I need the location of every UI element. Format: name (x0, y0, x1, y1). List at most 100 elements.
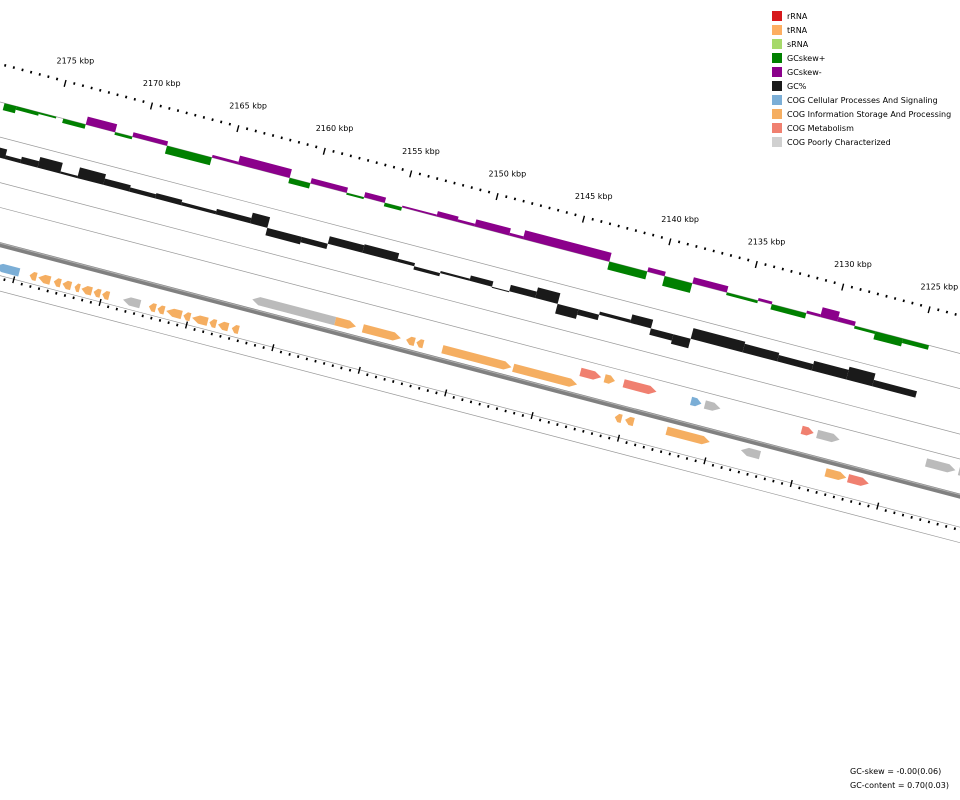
minor-tick (806, 488, 810, 492)
minor-tick (289, 138, 292, 142)
gc-content-bar (4, 155, 22, 164)
minor-tick (772, 479, 775, 483)
minor-tick (902, 299, 905, 303)
minor-tick (219, 334, 222, 338)
gene-arrow-reverse (166, 308, 183, 320)
gene-arrow-reverse (157, 305, 166, 315)
legend-item: COG Metabolism (772, 121, 958, 135)
minor-tick (652, 233, 655, 237)
minor-tick (132, 312, 136, 316)
legend-label: COG Information Storage And Processing (787, 109, 952, 119)
minor-tick (37, 287, 41, 291)
legend-swatch (772, 109, 782, 119)
minor-tick (142, 100, 145, 104)
gc-skew-minus-bar (509, 232, 524, 239)
minor-tick (521, 414, 525, 417)
minor-tick (599, 434, 602, 438)
gc-skew-plus-bar (662, 276, 693, 293)
minor-tick (29, 70, 33, 74)
minor-tick (720, 466, 723, 470)
gc-content-bar (469, 275, 494, 287)
major-tick (530, 412, 534, 420)
minor-tick (81, 298, 84, 302)
minor-tick (461, 398, 464, 402)
minor-tick (29, 285, 32, 288)
gene-arrow-forward (925, 458, 956, 473)
legend-label: COG Poorly Characterized (787, 137, 891, 147)
major-tick (63, 79, 67, 87)
minor-tick (124, 95, 128, 99)
genome-backbone (0, 242, 960, 499)
minor-tick (651, 447, 654, 451)
minor-tick (392, 165, 396, 169)
minor-tick (548, 206, 551, 210)
gc-skew-minus-bar (820, 307, 840, 322)
gene-arrow-forward (690, 396, 702, 407)
legend-item: GC% (772, 79, 958, 93)
minor-tick (798, 486, 801, 490)
gc-skew-plus-bar (288, 177, 311, 189)
gene-arrow (416, 339, 425, 349)
minor-tick (712, 249, 715, 253)
minor-tick (495, 407, 499, 411)
gene-arrow (625, 416, 635, 427)
gene-arrow-reverse (0, 263, 21, 277)
gene-arrow (847, 474, 869, 486)
minor-tick (556, 208, 560, 212)
minor-tick (236, 339, 239, 343)
position-labels: 2175 kbp 2170 kbp 2165 kbp 2160 kbp 2155 kbp… (57, 56, 959, 291)
major-tick (271, 344, 275, 352)
minor-tick (763, 477, 766, 481)
minor-tick (73, 82, 76, 85)
minor-tick (685, 457, 689, 460)
legend-label: rRNA (787, 11, 808, 21)
gc-skew-minus-bar (692, 277, 729, 293)
minor-tick (168, 106, 171, 110)
guide-line (0, 275, 960, 528)
gc-content-bar (362, 244, 400, 262)
minor-tick (297, 140, 301, 144)
gc-skew-minus-bar (211, 154, 239, 165)
minor-tick (832, 495, 836, 499)
minor-tick (306, 143, 309, 147)
minor-tick (124, 309, 127, 313)
gc-content-bar (742, 343, 780, 362)
minor-tick (487, 190, 491, 194)
minor-tick (115, 307, 118, 311)
gc-content-bar (250, 212, 271, 228)
major-tick (184, 321, 189, 329)
minor-tick (642, 445, 645, 449)
gc-content-bar (491, 286, 510, 293)
outer-scale-ruler (4, 63, 957, 316)
gc-skew-plus-bar (38, 112, 57, 119)
minor-tick (911, 301, 914, 305)
gene-arrow (361, 324, 401, 341)
gc-skew-minus-bar (806, 310, 821, 317)
backbone-line (0, 242, 960, 499)
legend-label: GCskew- (787, 67, 822, 77)
minor-tick (400, 382, 404, 386)
minor-tick (435, 391, 438, 395)
gc-content-bar (215, 208, 252, 224)
minor-tick (487, 404, 490, 408)
gene-arrow-reverse (231, 325, 240, 334)
minor-tick (747, 258, 750, 262)
major-tick (703, 457, 707, 465)
minor-tick (590, 432, 594, 436)
minor-tick (227, 337, 231, 340)
minor-tick (418, 386, 421, 390)
minor-tick (478, 402, 481, 406)
minor-tick (574, 213, 577, 217)
minor-tick (936, 522, 939, 526)
minor-tick (228, 122, 232, 126)
minor-tick (910, 515, 913, 519)
minor-tick (850, 285, 854, 289)
minor-tick (262, 346, 265, 350)
minor-tick (858, 502, 861, 506)
minor-tick (297, 355, 300, 359)
gc-skew-plus-bar (901, 338, 929, 350)
backbone-highlight (0, 242, 960, 496)
gc-content-bar (535, 287, 561, 304)
guide-line (0, 182, 960, 435)
minor-tick (384, 163, 387, 167)
